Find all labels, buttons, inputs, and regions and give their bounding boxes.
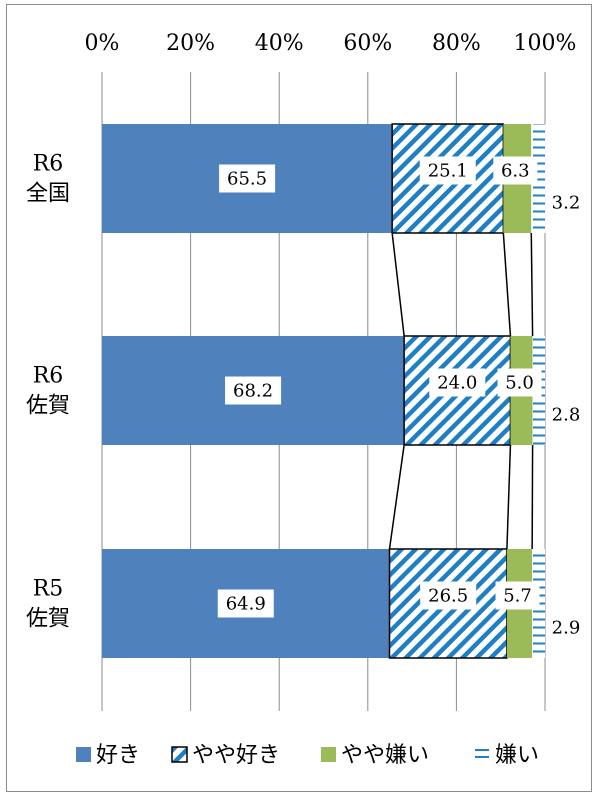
data-label-box [497, 368, 542, 397]
data-label: 6.3 [501, 161, 530, 182]
series-connectors [388, 232, 534, 550]
data-label-box [495, 581, 540, 610]
data-label: 65.5 [227, 169, 267, 190]
x-tick-label: 100% [514, 31, 577, 56]
legend-swatch [475, 749, 489, 751]
category-labels: R6 全国 R6 佐賀 R5 佐賀 [26, 152, 70, 632]
legend-label: 好き [96, 743, 140, 768]
data-label-box [419, 156, 476, 185]
legend-swatch [321, 747, 336, 762]
data-label-box [420, 581, 477, 610]
series-connector-line [391, 232, 405, 337]
series-connector-line [530, 232, 534, 337]
data-label-box [217, 589, 274, 618]
data-label: 2.8 [552, 405, 581, 426]
bar-segment [531, 124, 546, 233]
legend-label: やや嫌い [341, 743, 429, 768]
x-tick-label: 0% [85, 31, 120, 56]
data-label: 5.7 [503, 586, 532, 607]
data-label-box [429, 368, 486, 397]
data-label: 3.2 [552, 193, 581, 214]
data-label-box [225, 376, 282, 405]
x-tick-label: 80% [432, 31, 481, 56]
data-label-box [219, 164, 276, 193]
category-label-line2: 佐賀 [26, 394, 70, 419]
series-connector-line [388, 444, 405, 550]
data-label: 5.0 [505, 373, 534, 394]
data-label: 25.1 [428, 161, 468, 182]
x-tick-label: 60% [343, 31, 392, 56]
data-label: 68.2 [233, 381, 273, 402]
data-label: 64.9 [226, 594, 266, 615]
category-label-line2: 佐賀 [26, 607, 70, 632]
category-label-line1: R6 [33, 364, 64, 389]
legend-label: 嫌い [495, 743, 539, 768]
data-labels: 65.5 25.1 6.3 3.2 68.2 24.0 5.0 2.8 64.9 26.5 5.7 2… [217, 156, 581, 639]
legend-label: やや好き [192, 743, 280, 768]
x-tick-label: 40% [255, 31, 304, 56]
data-label: 26.5 [428, 586, 468, 607]
data-label: 2.9 [552, 618, 581, 639]
legend: 好き やや好き やや嫌い 嫌い [76, 743, 539, 768]
legend-swatch [76, 747, 91, 762]
category-label-line2: 全国 [26, 182, 70, 207]
series-connector-line [506, 444, 512, 550]
data-label: 24.0 [437, 373, 477, 394]
data-label-box [493, 156, 538, 185]
x-axis-ticks: 0% 20% 40% 60% 80% 100% [85, 31, 577, 56]
legend-swatch [171, 746, 188, 763]
category-label-line1: R5 [33, 577, 64, 602]
x-tick-label: 20% [166, 31, 215, 56]
series-connector-line [502, 232, 512, 337]
category-label-line1: R6 [33, 152, 64, 177]
legend-swatch [475, 756, 489, 758]
